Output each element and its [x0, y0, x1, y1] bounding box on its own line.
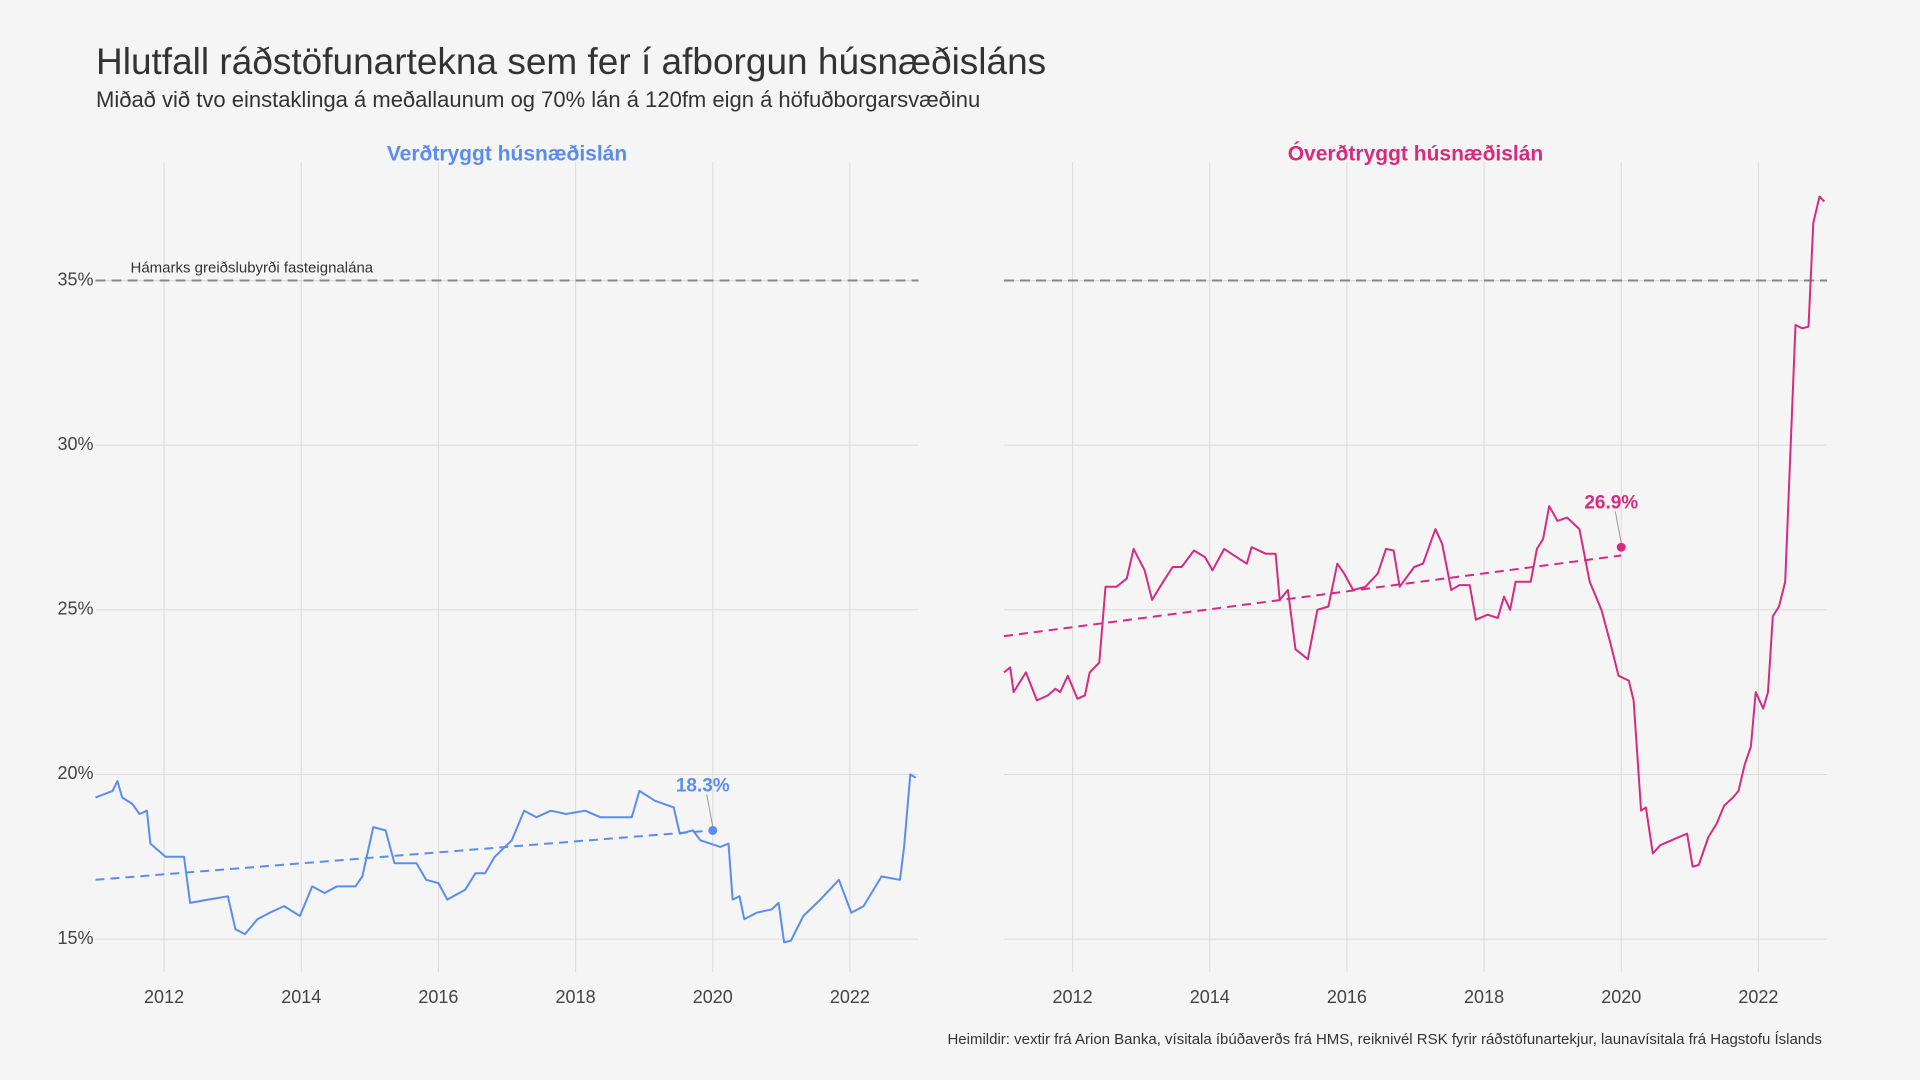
- y-tick-label: 30%: [57, 434, 93, 454]
- data-line: [1003, 195, 1826, 868]
- x-tick-label: 2022: [830, 987, 870, 1007]
- chart-title: Hlutfall ráðstöfunartekna sem fer í afbo…: [96, 41, 1046, 82]
- annotation-leader: [1614, 511, 1622, 544]
- trend-line: [1003, 554, 1622, 638]
- x-tick-label: 2018: [1464, 987, 1504, 1007]
- x-tick-label: 2016: [1327, 987, 1367, 1007]
- annotation-label: 26.9%: [1584, 492, 1638, 513]
- x-tick-label: 2012: [144, 987, 184, 1007]
- x-tick-label: 2014: [1190, 987, 1230, 1007]
- x-tick-label: 2014: [281, 987, 321, 1007]
- x-tick-label: 2020: [1601, 987, 1641, 1007]
- data-line: [95, 773, 917, 944]
- x-tick-label: 2016: [418, 987, 458, 1007]
- y-tick-label: 25%: [57, 599, 93, 619]
- trend-line: [95, 829, 713, 881]
- x-tick-label: 2012: [1053, 987, 1093, 1007]
- reference-label: Hámarks greiðslubyrði fasteignalána: [131, 260, 374, 277]
- chart-subtitle: Miðað við tvo einstaklinga á meðallaunum…: [96, 87, 980, 112]
- x-tick-label: 2022: [1738, 987, 1778, 1007]
- y-tick-label: 15%: [57, 928, 93, 948]
- caption: Heimildir: vextir frá Arion Banka, vísit…: [947, 1031, 1822, 1048]
- y-tick-label: 20%: [57, 763, 93, 783]
- panel-title: Verðtryggt húsnæðislán: [387, 143, 627, 166]
- y-tick-label: 35%: [57, 269, 93, 289]
- panel-title: Óverðtryggt húsnæðislán: [1288, 142, 1544, 166]
- x-tick-label: 2018: [556, 987, 596, 1007]
- annotation-point: [708, 825, 718, 835]
- x-tick-label: 2020: [693, 987, 733, 1007]
- annotation-point: [1616, 542, 1626, 552]
- annotation-label: 18.3%: [676, 775, 730, 796]
- annotation-leader: [706, 794, 714, 827]
